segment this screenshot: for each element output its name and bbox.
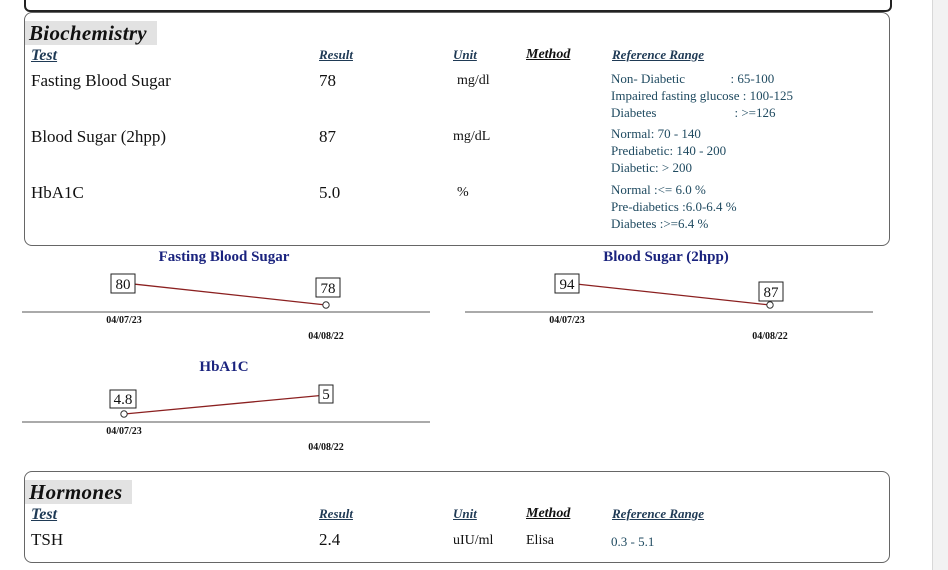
value-box xyxy=(554,273,580,294)
value-box xyxy=(318,384,334,404)
col-header-reference: Reference Range xyxy=(612,47,705,62)
section-title: Hormones xyxy=(25,480,133,504)
data-point xyxy=(120,410,128,418)
reference-range: Normal :<= 6.0 % Pre-diabetics :6.0-6.4 %… xyxy=(611,182,737,231)
trend-line xyxy=(123,282,327,306)
biochemistry-section: Biochemistry Test Result Unit Method Ref… xyxy=(24,12,890,246)
col-header-method: Method xyxy=(526,506,571,521)
test-result: 78 xyxy=(319,71,336,90)
col-header-unit: Unit xyxy=(453,506,477,521)
reference-range: Normal: 70 - 140 Prediabetic: 140 - 200 Di… xyxy=(611,126,727,175)
value-box xyxy=(315,277,341,298)
x-tick-label: 04/08/22 xyxy=(752,331,788,342)
hormones-section: Hormones Test Result Unit Method Referen… xyxy=(24,471,890,563)
chart-title-hba1c: HbA1C xyxy=(199,359,249,375)
chart-title-fasting: Fasting Blood Sugar xyxy=(158,249,290,265)
test-unit: mg/dl xyxy=(457,73,490,88)
test-result: 87 xyxy=(319,127,336,146)
header-frame: ​ xyxy=(24,0,892,12)
col-header-method: Method xyxy=(526,47,571,62)
test-name: HbA1C xyxy=(31,183,84,202)
col-header-test: Test xyxy=(31,47,58,64)
data-label: 80 xyxy=(116,277,131,293)
test-name: Blood Sugar (2hpp) xyxy=(31,127,167,146)
trend-line xyxy=(123,394,327,415)
col-header-reference: Reference Range xyxy=(612,506,705,521)
data-point xyxy=(322,301,330,309)
col-header-result: Result xyxy=(319,506,353,521)
test-unit: uIU/ml xyxy=(453,533,494,548)
test-unit: % xyxy=(457,185,469,200)
test-name: Fasting Blood Sugar xyxy=(31,71,171,90)
data-point xyxy=(766,301,774,309)
data-label: 5 xyxy=(322,387,330,403)
window-edge xyxy=(932,0,948,570)
test-result: 5.0 xyxy=(319,183,341,202)
x-tick-label: 04/07/23 xyxy=(549,315,585,326)
value-box xyxy=(109,389,137,409)
section-title: Biochemistry xyxy=(25,21,157,45)
x-tick-label: 04/08/22 xyxy=(308,331,344,342)
chart-title-2hpp: Blood Sugar (2hpp) xyxy=(603,249,729,265)
col-header-unit: Unit xyxy=(453,47,477,62)
value-box xyxy=(758,281,784,302)
data-label: 4.8 xyxy=(114,392,133,408)
test-method: Elisa xyxy=(526,533,554,548)
data-label: 94 xyxy=(560,277,576,293)
col-header-result: Result xyxy=(319,47,353,62)
col-header-test: Test xyxy=(31,506,58,523)
data-label: 78 xyxy=(321,281,336,297)
test-unit: mg/dL xyxy=(453,129,491,144)
reference-range: Non- Diabetic : 65-100 Impaired fasting g… xyxy=(611,71,793,120)
x-tick-label: 04/07/23 xyxy=(106,426,142,437)
test-result: 2.4 xyxy=(319,530,341,549)
reference-range: 0.3 - 5.1 xyxy=(611,534,655,549)
x-tick-label: 04/08/22 xyxy=(308,442,344,453)
trend-line xyxy=(566,282,771,306)
chart-blood-sugar-2hpp: 94 04/07/23 87 04/08/22 xyxy=(465,273,873,342)
test-name: TSH xyxy=(31,530,64,549)
value-box xyxy=(110,273,136,294)
chart-hba1c: 4.8 04/07/23 5 04/08/22 xyxy=(22,384,430,453)
chart-fasting-blood-sugar: 80 04/07/23 78 04/08/22 xyxy=(22,273,430,342)
x-tick-label: 04/07/23 xyxy=(106,315,142,326)
data-label: 87 xyxy=(764,285,780,301)
